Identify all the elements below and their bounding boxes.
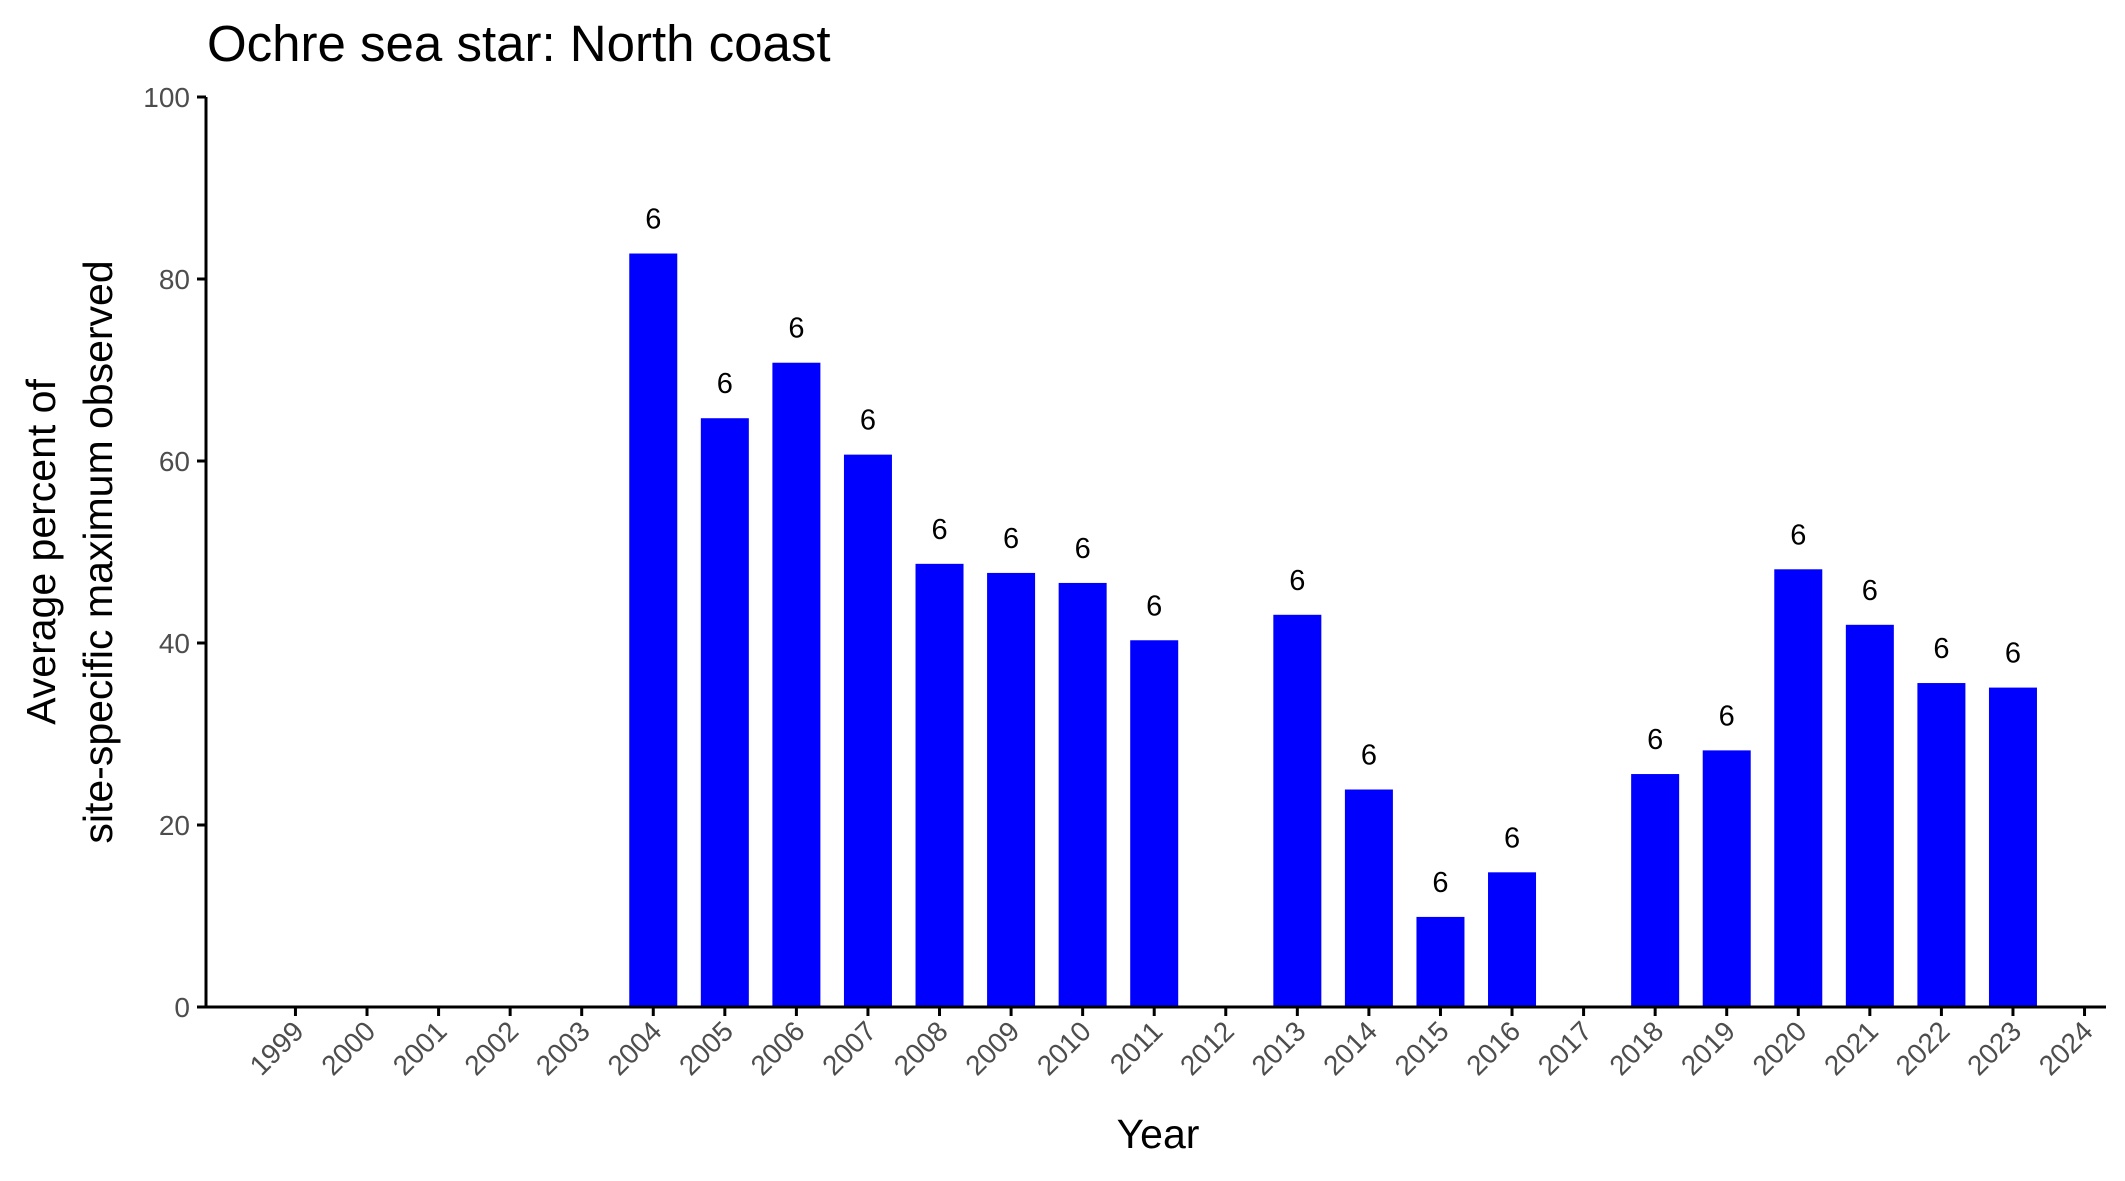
bar-2006 (772, 362, 821, 1008)
y-axis: 0 20 40 60 80 100 (143, 82, 208, 1023)
x-tick-label-2001: 2001 (387, 1015, 453, 1081)
x-axis-title: Year (1117, 1111, 1200, 1157)
bar-label-2014: 6 (1361, 740, 1377, 772)
bar-label-2015: 6 (1432, 867, 1448, 899)
bar-2009 (987, 572, 1036, 1007)
bar-2007 (843, 454, 892, 1007)
bar-label-2011: 6 (1146, 590, 1162, 622)
bar-label-2019: 6 (1719, 700, 1735, 732)
bar-2008 (915, 563, 964, 1007)
bar-label-2005: 6 (717, 368, 733, 400)
x-tick-label-2009: 2009 (959, 1015, 1025, 1081)
y-axis-title: Average percent of site-specific maximum … (18, 260, 121, 843)
x-tick-label-2013: 2013 (1246, 1015, 1312, 1081)
bar-label-2023: 6 (2005, 638, 2021, 670)
x-tick-label-2019: 2019 (1675, 1015, 1741, 1081)
x-tick-label-2023: 2023 (1961, 1015, 2027, 1081)
bar-label-2004: 6 (645, 204, 661, 236)
bar-2014 (1344, 789, 1393, 1007)
y-tick-label: 20 (159, 810, 190, 841)
bar-label-2009: 6 (1003, 523, 1019, 555)
bar-label-2008: 6 (931, 514, 947, 546)
bar-label-2016: 6 (1504, 822, 1520, 854)
y-tick-label: 0 (174, 992, 190, 1023)
bar-2004 (629, 253, 678, 1007)
y-tick-label: 40 (159, 628, 190, 659)
bar-label-2006: 6 (788, 313, 804, 345)
bar-label-2022: 6 (1933, 633, 1949, 665)
bar-2011 (1130, 640, 1179, 1007)
bar-2005 (700, 418, 749, 1008)
x-tick-label-2020: 2020 (1747, 1015, 1813, 1081)
bar-2013 (1273, 614, 1322, 1007)
bar-label-2007: 6 (860, 405, 876, 437)
bar-2019 (1702, 750, 1751, 1007)
bar-label-2013: 6 (1289, 565, 1305, 597)
x-tick-label-2010: 2010 (1031, 1015, 1097, 1081)
bar-2018 (1631, 774, 1680, 1007)
x-axis: 1999 2000 2001 2002 2003 2004 2005 2006 2007 2008… (204, 1005, 2106, 1081)
x-tick-label-2022: 2022 (1890, 1015, 1956, 1081)
y-axis-title-line: Average percent of (18, 379, 64, 725)
x-tick-label-2007: 2007 (816, 1015, 882, 1081)
x-tick-label-2017: 2017 (1532, 1015, 1598, 1081)
x-tick-label-2004: 2004 (602, 1015, 668, 1081)
bar-2020 (1774, 569, 1823, 1007)
x-tick-label-2003: 2003 (530, 1015, 596, 1081)
x-tick-label-2014: 2014 (1317, 1015, 1383, 1081)
x-tick-label-2018: 2018 (1603, 1015, 1669, 1081)
x-tick-label-2000: 2000 (315, 1015, 381, 1081)
bar-label-2010: 6 (1075, 533, 1091, 565)
bar-2015 (1416, 916, 1465, 1007)
bar-label-2020: 6 (1790, 519, 1806, 551)
bars-group (629, 253, 2037, 1008)
x-tick-label-2002: 2002 (458, 1015, 524, 1081)
bar-2021 (1845, 624, 1894, 1007)
bar-label-2018: 6 (1647, 724, 1663, 756)
x-tick-label-2008: 2008 (888, 1015, 954, 1081)
x-tick-label-2015: 2015 (1389, 1015, 1455, 1081)
bar-2010 (1058, 582, 1107, 1007)
x-tick-label-2006: 2006 (745, 1015, 811, 1081)
x-tick-label-2011: 2011 (1104, 1015, 1169, 1080)
bar-2016 (1488, 872, 1537, 1007)
x-tick-label-2016: 2016 (1460, 1015, 1526, 1081)
bar-2022 (1917, 683, 1966, 1007)
x-tick-label-2005: 2005 (673, 1015, 739, 1081)
y-tick-label: 60 (159, 446, 190, 477)
x-tick-label-2024: 2024 (2033, 1015, 2099, 1081)
x-tick-label-1999: 1999 (244, 1015, 310, 1081)
bar-label-2021: 6 (1862, 575, 1878, 607)
y-tick-label: 80 (159, 264, 190, 295)
x-tick-label-2021: 2021 (1818, 1015, 1884, 1081)
y-axis-title-line: site-specific maximum observed (75, 260, 121, 843)
bar-2023 (1988, 687, 2037, 1007)
bar-labels-group: 6 6 6 6 6 6 6 6 6 6 6 6 6 6 6 6 6 6 (645, 204, 2021, 899)
x-tick-label-2012: 2012 (1174, 1015, 1240, 1081)
y-tick-label: 100 (143, 82, 190, 113)
chart-title: Ochre sea star: North coast (207, 15, 831, 72)
